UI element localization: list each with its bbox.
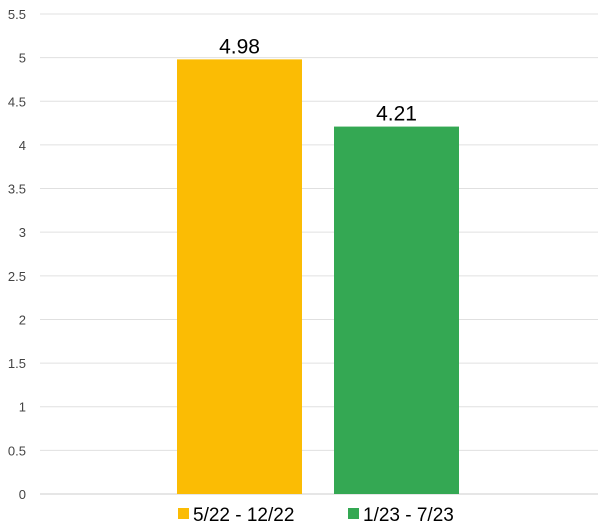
bar	[334, 126, 459, 494]
y-tick-label: 4	[19, 138, 26, 153]
legend-swatch	[348, 508, 359, 519]
y-tick-label: 5.5	[8, 7, 26, 22]
legend-swatch	[178, 508, 189, 519]
y-tick-label: 0	[19, 487, 26, 502]
legend-label: 5/22 - 12/22	[193, 505, 294, 526]
y-tick-label: 1.5	[8, 356, 26, 371]
y-tick-label: 2	[19, 312, 26, 327]
y-tick-label: 4.5	[8, 94, 26, 109]
y-tick-label: 3	[19, 225, 26, 240]
y-tick-label: 0.5	[8, 443, 26, 458]
y-tick-label: 2.5	[8, 269, 26, 284]
y-tick-label: 1	[19, 400, 26, 415]
data-label: 4.98	[219, 35, 260, 58]
legend-label: 1/23 - 7/23	[363, 505, 454, 526]
bar	[177, 59, 302, 495]
y-tick-label: 5	[19, 51, 26, 66]
data-label: 4.21	[376, 103, 417, 126]
y-tick-label: 3.5	[8, 182, 26, 197]
